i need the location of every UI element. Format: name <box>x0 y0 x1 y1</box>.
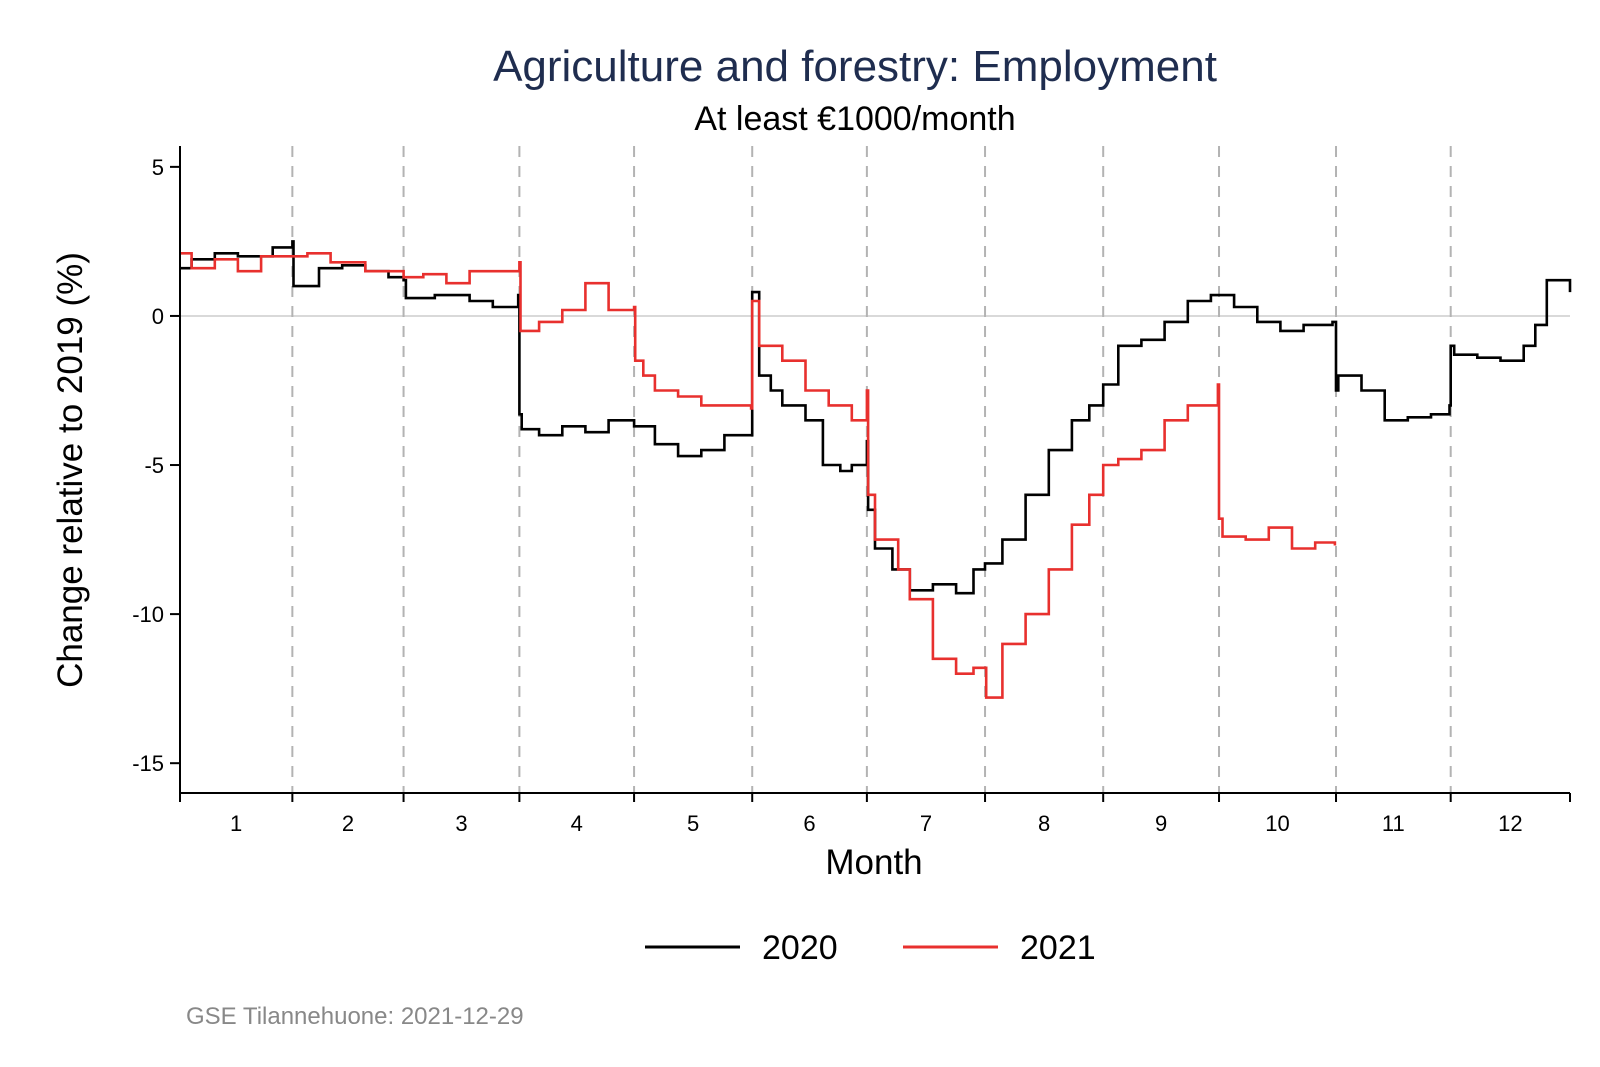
x-tick-label: 7 <box>920 811 932 836</box>
x-tick-label: 9 <box>1155 811 1167 836</box>
x-tick-label: 8 <box>1038 811 1050 836</box>
series-line-2020 <box>180 240 1572 595</box>
x-tick-label: 4 <box>571 811 583 836</box>
y-axis-title: Change relative to 2019 (%) <box>51 252 90 688</box>
legend-label-2020: 2020 <box>762 929 838 967</box>
series-layer <box>180 240 1572 699</box>
y-tick-label: 0 <box>152 304 164 329</box>
source-note: GSE Tilannehuone: 2021-12-29 <box>186 1003 524 1030</box>
grid-layer <box>180 146 1570 793</box>
x-tick-label: 11 <box>1382 811 1405 836</box>
legend-label-2021: 2021 <box>1020 929 1096 967</box>
x-tick-label: 6 <box>803 811 815 836</box>
chart-title: Agriculture and forestry: Employment <box>493 42 1217 91</box>
x-tick-label: 2 <box>342 811 354 836</box>
y-tick-label: -15 <box>132 751 164 776</box>
x-tick-label: 5 <box>687 811 699 836</box>
x-tick-label: 10 <box>1265 811 1289 836</box>
x-axis-title: Month <box>825 843 922 882</box>
axes-layer: 50-5-10-151 2 3 4 5 6 7 8 9 10 11 12 <box>132 146 1571 836</box>
series-line-2021 <box>180 252 1337 699</box>
legend: 2020 2021 <box>645 929 1096 967</box>
chart-subtitle: At least €1000/month <box>694 100 1015 138</box>
y-tick-label: -10 <box>132 602 164 627</box>
x-tick-label: 12 <box>1498 811 1522 836</box>
y-tick-label: -5 <box>144 453 164 478</box>
x-tick-label: 3 <box>455 811 467 836</box>
x-tick-label: 1 <box>230 811 242 836</box>
y-tick-label: 5 <box>152 155 164 180</box>
